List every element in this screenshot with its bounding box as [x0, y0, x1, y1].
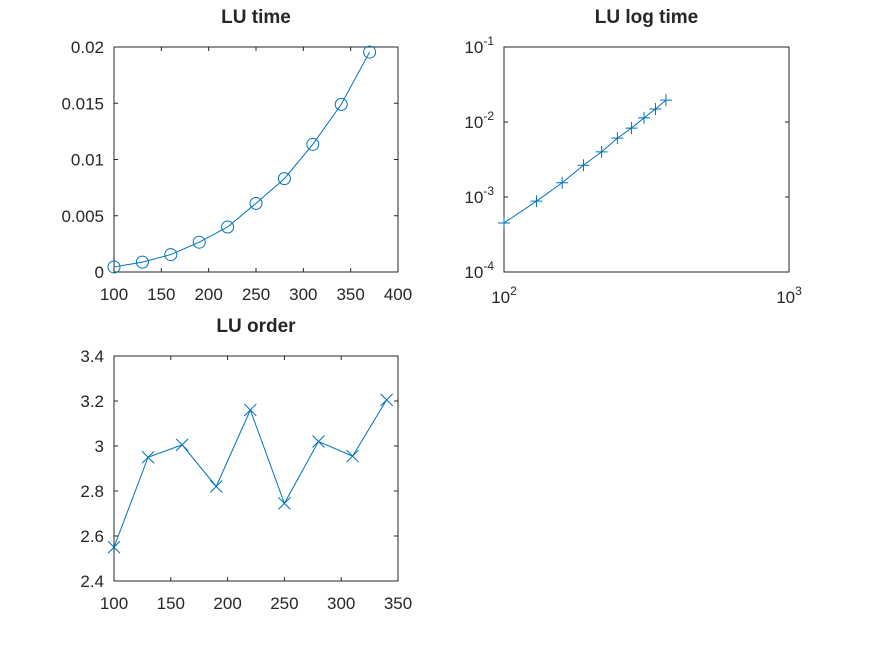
chart-title: LU time: [221, 7, 291, 28]
data-point-marker: [278, 497, 291, 510]
data-point-marker: [625, 122, 638, 135]
x-tick-label: 300: [327, 594, 355, 613]
chart-title: LU order: [216, 316, 296, 337]
x-tick-label: 200: [213, 594, 241, 613]
x-tick-label: 103: [776, 284, 802, 307]
x-tick-label: 102: [491, 284, 517, 307]
x-tick-label-base: 10: [776, 288, 795, 307]
data-point-marker: [141, 450, 155, 464]
data-point-marker: [164, 248, 178, 262]
lu-order-chart: LU order 100 150 200 250 300 350 2.4 2.6 2.8 3 3.2 3…: [80, 316, 412, 613]
data-point-marker: [221, 220, 235, 234]
y-tick-label: 3.2: [80, 392, 104, 411]
data-point-marker: [611, 132, 624, 145]
data-point-marker: [209, 480, 223, 493]
x-tick-label: 250: [242, 285, 270, 304]
data-point-marker: [498, 217, 510, 230]
y-tick-label: 3.4: [80, 347, 104, 366]
data-point-marker: [243, 403, 257, 417]
x-tick-label: 100: [100, 285, 128, 304]
x-tick-label: 200: [194, 285, 222, 304]
y-tick-label: 10-1: [464, 34, 494, 57]
series-line: [113, 51, 371, 268]
y-tick-label-base: 10: [464, 113, 483, 132]
data-point-marker: [363, 45, 377, 59]
y-tick-label: 2.8: [80, 482, 104, 501]
y-tick-label: 10-3: [464, 184, 494, 207]
data-point-marker: [595, 145, 608, 158]
data-point-marker: [277, 172, 291, 186]
series-line: [113, 399, 388, 548]
y-tick-label: 0: [95, 263, 104, 282]
y-tick-label-exponent: -1: [483, 34, 494, 48]
data-point-marker: [556, 176, 569, 189]
x-tick-label: 350: [336, 285, 364, 304]
data-point-marker: [312, 435, 325, 448]
y-tick-label: 2.4: [80, 572, 104, 591]
x-tick-label: 400: [384, 285, 412, 304]
data-point-marker: [380, 393, 393, 407]
y-tick-label-base: 10: [464, 38, 483, 57]
data-point-marker: [577, 159, 590, 172]
data-point-marker: [107, 540, 121, 554]
x-tick-label: 100: [100, 594, 128, 613]
data-point-marker: [334, 97, 348, 111]
y-tick-label-base: 10: [464, 188, 483, 207]
data-point-marker: [175, 438, 189, 452]
y-tick-label: 0.015: [61, 94, 104, 113]
y-tick-label-base: 10: [464, 263, 483, 282]
y-tick-label: 3: [95, 437, 104, 456]
y-tick-label: 10-2: [464, 109, 494, 132]
lu-time-chart: LU time 100 150 200 250 300 350 400 0 0.005 0.01 0.…: [61, 7, 412, 304]
x-tick-label-exponent: 3: [795, 284, 802, 298]
plot-frame: [503, 46, 790, 273]
data-point-marker: [192, 235, 206, 249]
data-point-marker: [530, 195, 543, 208]
x-tick-label-base: 10: [491, 288, 510, 307]
x-tick-label: 350: [384, 594, 412, 613]
data-point-marker: [135, 255, 149, 269]
y-tick-label: 0.02: [71, 38, 104, 57]
y-tick-label: 0.005: [61, 207, 104, 226]
x-tick-label: 150: [157, 594, 185, 613]
x-tick-label: 250: [270, 594, 298, 613]
data-point-marker: [306, 137, 320, 151]
data-point-marker: [638, 111, 651, 124]
x-tick-label: 150: [147, 285, 175, 304]
data-point-marker: [649, 103, 662, 116]
data-point-marker: [346, 449, 359, 463]
y-tick-label: 0.01: [71, 151, 104, 170]
chart-title: LU log time: [595, 7, 698, 28]
plot-frame: [113, 355, 399, 582]
data-point-marker: [107, 260, 121, 274]
y-tick-label-exponent: -2: [483, 109, 494, 123]
y-tick-label: 2.6: [80, 527, 104, 546]
y-tick-label-exponent: -3: [483, 184, 494, 198]
x-tick-label-exponent: 2: [510, 284, 517, 298]
data-point-marker: [659, 94, 672, 107]
plot-frame: [113, 46, 399, 273]
y-tick-label: 10-4: [464, 259, 494, 282]
x-tick-label: 300: [289, 285, 317, 304]
series-line: [503, 99, 667, 224]
y-tick-label-exponent: -4: [483, 259, 494, 273]
data-point-marker: [249, 196, 263, 210]
